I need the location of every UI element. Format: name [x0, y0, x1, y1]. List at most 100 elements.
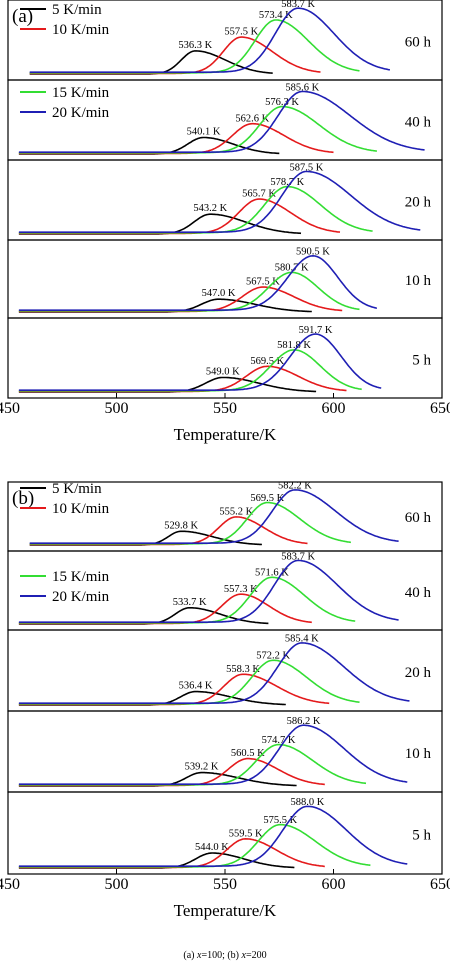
series-line	[18, 122, 334, 155]
peak-label: 581.8 K	[277, 340, 311, 351]
peak-label: 533.7 K	[173, 597, 207, 608]
x-tick-label: 450	[0, 400, 20, 417]
peak-label: 582.2 K	[278, 481, 312, 492]
subplot-label: 60 h	[405, 510, 432, 526]
caption-var-a: x	[196, 950, 202, 961]
subplot-frame	[7, 791, 443, 875]
legend-label: 5 K/min	[52, 481, 102, 497]
peak-label: 539.2 K	[185, 762, 219, 773]
x-tick-label: 550	[213, 400, 237, 417]
subplot-label: 40 h	[405, 585, 432, 601]
legend-label: 10 K/min	[52, 501, 110, 517]
series-line	[18, 724, 408, 785]
subplot-label: 40 h	[405, 114, 432, 130]
subplot-label: 60 h	[405, 34, 432, 50]
series-line	[18, 349, 362, 392]
subplot-label: 5 h	[412, 352, 431, 368]
peak-label: 586.2 K	[287, 716, 321, 727]
peak-label: 590.5 K	[296, 247, 330, 258]
series-line	[18, 254, 378, 311]
subplot-label: 10 h	[405, 273, 432, 289]
peak-label: 585.4 K	[285, 634, 319, 645]
peak-label: 583.7 K	[281, 0, 315, 10]
peak-label: 575.5 K	[263, 815, 297, 826]
subplot-frame	[7, 629, 443, 712]
peak-label: 569.5 K	[250, 493, 284, 504]
series-line	[29, 36, 321, 75]
peak-label: 543.2 K	[193, 203, 227, 214]
x-tick-label: 600	[322, 876, 346, 893]
peak-label: 529.8 K	[164, 520, 198, 531]
panel-label: (a)	[12, 6, 33, 27]
subplot-frame	[7, 710, 443, 793]
peak-label: 547.0 K	[202, 288, 236, 299]
peak-label: 573.4 K	[259, 10, 293, 21]
peak-label: 559.5 K	[229, 828, 263, 839]
peak-label: 576.3 K	[265, 97, 299, 108]
x-tick-label: 500	[105, 876, 129, 893]
x-tick-label: 550	[213, 876, 237, 893]
subplot-label: 20 h	[405, 665, 432, 681]
peak-label: 583.7 K	[281, 551, 315, 562]
peak-label: 536.4 K	[179, 681, 213, 692]
peak-label: 578.7 K	[270, 177, 304, 188]
legend-label: 15 K/min	[52, 85, 110, 101]
peak-label: 558.3 K	[226, 664, 260, 675]
peak-label: 560.5 K	[231, 748, 265, 759]
subplot-label: 5 h	[412, 828, 431, 844]
caption-mid: =100; (b)	[201, 950, 242, 961]
series-line	[29, 489, 399, 544]
subplot-frame	[7, 159, 443, 241]
peak-label: 591.7 K	[299, 325, 333, 336]
peak-label: 574.7 K	[262, 735, 296, 746]
series-line	[18, 365, 347, 393]
peak-label: 567.5 K	[246, 277, 280, 288]
legend-label: 5 K/min	[52, 2, 102, 18]
peak-label: 544.0 K	[195, 842, 229, 853]
series-line	[18, 837, 325, 869]
series-line	[18, 757, 325, 787]
peak-label: 580.7 K	[275, 263, 309, 274]
legend-label: 10 K/min	[52, 22, 110, 38]
x-tick-label: 600	[322, 400, 346, 417]
peak-label: 569.5 K	[250, 356, 284, 367]
x-tick-label: 650	[430, 876, 450, 893]
series-line	[18, 271, 360, 312]
caption-var-b: x	[241, 950, 246, 961]
legend-label: 15 K/min	[52, 569, 110, 585]
peak-label: 557.3 K	[224, 584, 258, 595]
series-line	[18, 642, 410, 704]
peak-label: 557.5 K	[224, 27, 258, 38]
series-line	[18, 90, 425, 153]
series-line	[29, 7, 391, 73]
peak-label: 588.0 K	[291, 797, 325, 808]
x-tick-label: 500	[105, 400, 129, 417]
x-tick-label: 450	[0, 876, 20, 893]
series-line	[18, 333, 382, 391]
peak-label: 549.0 K	[206, 366, 240, 377]
peak-label: 572.2 K	[256, 650, 290, 661]
subplot-label: 20 h	[405, 194, 432, 210]
peak-label: 555.2 K	[219, 507, 253, 518]
caption-prefix: (a)	[183, 950, 197, 961]
x-axis-label: Temperature/K	[174, 425, 277, 444]
peak-label: 540.1 K	[187, 127, 221, 138]
figure-caption: (a) x=100; (b) x=200	[0, 950, 450, 961]
peak-label: 587.5 K	[289, 162, 323, 173]
legend-label: 20 K/min	[52, 589, 110, 605]
peak-label: 571.6 K	[255, 568, 289, 579]
subplot-frame	[7, 317, 443, 399]
series-line	[18, 805, 408, 867]
x-axis-label: Temperature/K	[174, 901, 277, 920]
subplot-label: 10 h	[405, 746, 432, 762]
peak-label: 585.6 K	[285, 82, 319, 93]
x-tick-label: 650	[430, 400, 450, 417]
panel-label: (b)	[12, 488, 34, 509]
series-line	[18, 286, 343, 313]
series-line	[18, 170, 421, 233]
series-line	[18, 559, 399, 623]
legend-label: 20 K/min	[52, 105, 110, 121]
series-line	[18, 198, 341, 235]
peak-label: 536.3 K	[178, 40, 212, 51]
